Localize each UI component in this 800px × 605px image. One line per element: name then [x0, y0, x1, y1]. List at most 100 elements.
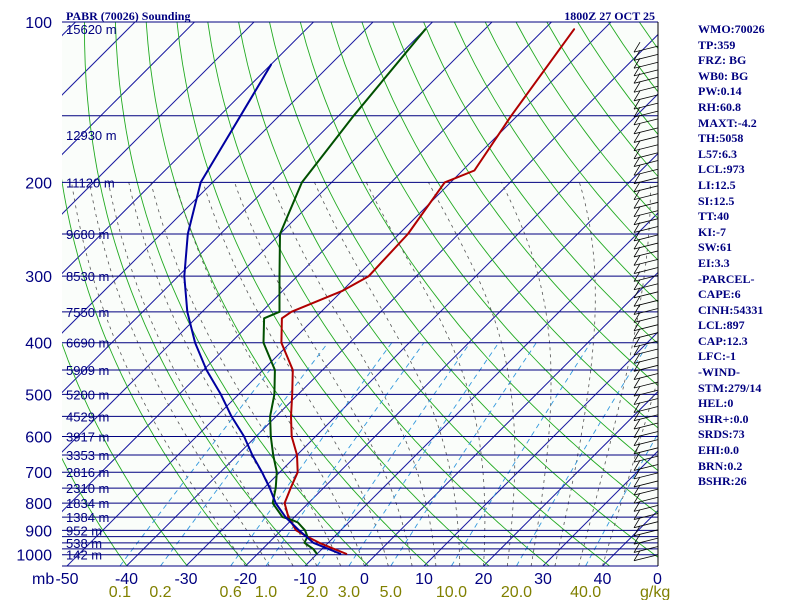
- index-line: EI:3.3: [698, 256, 798, 272]
- mixing-ratio-tick-label: 2.0: [306, 584, 328, 600]
- dewpoint-point: [263, 318, 264, 319]
- mixing-ratio-tick-label: 40.0: [570, 584, 601, 600]
- temperature-point: [333, 548, 334, 549]
- height-label: 2816 m: [66, 465, 109, 480]
- index-line: -WIND-: [698, 365, 798, 381]
- mixing-ratio-tick-label: 1.0: [255, 584, 277, 600]
- height-label: 15620 m: [66, 22, 117, 37]
- index-line: CAP:12.3: [698, 334, 798, 350]
- temperature-point: [284, 502, 285, 503]
- height-label: 6690 m: [66, 336, 109, 351]
- index-line: TT:40: [698, 209, 798, 225]
- chart-valid-time: 1800Z 27 OCT 25: [564, 9, 655, 23]
- wetbulb-point: [187, 311, 188, 312]
- wetbulb-point: [184, 276, 185, 277]
- temperature-tick-label: 20: [475, 571, 493, 588]
- temperature-tick-label: -50: [55, 571, 78, 588]
- index-line: FRZ: BG: [698, 53, 798, 69]
- height-label: 7550 m: [66, 305, 109, 320]
- index-line: BSHR:26: [698, 474, 798, 490]
- index-line: LI:12.5: [698, 178, 798, 194]
- index-line: TH:5058: [698, 131, 798, 147]
- temperature-point: [288, 517, 289, 518]
- index-line: STM:279/14: [698, 381, 798, 397]
- dewpoint-point: [304, 542, 305, 543]
- height-label: 5200 m: [66, 387, 109, 402]
- height-label: 8530 m: [66, 269, 109, 284]
- dewpoint-point: [274, 394, 275, 395]
- height-label: 3917 m: [66, 430, 109, 445]
- mixing-ratio-tick-label: 3.0: [338, 584, 360, 600]
- temperature-tick-label: 30: [534, 571, 552, 588]
- wetbulb-point: [298, 530, 299, 531]
- temperature-tick-label: 10: [415, 571, 433, 588]
- height-label: 9680 m: [66, 227, 109, 242]
- mixing-ratio-tick-label: 10.0: [436, 584, 467, 600]
- temperature-point: [291, 311, 292, 312]
- pressure-tick-label: 500: [25, 387, 52, 404]
- pressure-tick-label: 600: [25, 430, 52, 447]
- temperature-point: [407, 233, 408, 234]
- height-label: 3353 m: [66, 448, 109, 463]
- dewpoint-point: [425, 28, 426, 29]
- temperature-tick-label: 0: [360, 571, 369, 588]
- dewpoint-point: [279, 233, 280, 234]
- wetbulb-point: [252, 454, 253, 455]
- wetbulb-point: [261, 472, 262, 473]
- mixing-ratio-tick-label: 20.0: [501, 584, 532, 600]
- temperature-point: [346, 553, 347, 554]
- mixing-ratio-tick-label: 0.6: [220, 584, 242, 600]
- dewpoint-point: [272, 502, 273, 503]
- dewpoint-point: [270, 416, 271, 417]
- index-line: BRN:0.2: [698, 459, 798, 475]
- height-label: 12930 m: [66, 128, 117, 143]
- temperature-point: [290, 488, 291, 489]
- index-line: RH:60.8: [698, 100, 798, 116]
- height-label: 4529 m: [66, 409, 109, 424]
- wetbulb-point: [285, 517, 286, 518]
- height-label: 142 m: [66, 548, 102, 563]
- wetbulb-point: [187, 233, 188, 234]
- dewpoint-point: [291, 519, 292, 520]
- mixing-ratio-tick-label: 0.1: [109, 584, 131, 600]
- wetbulb-point: [313, 542, 314, 543]
- dewpoint-point: [313, 548, 314, 549]
- wetbulb-point: [271, 64, 272, 65]
- wetbulb-point: [269, 488, 270, 489]
- height-label: 2310 m: [66, 481, 109, 496]
- temperature-point: [291, 436, 292, 437]
- dewpoint-point: [279, 276, 280, 277]
- dewpoint-point: [270, 436, 271, 437]
- index-line: -PARCEL-: [698, 272, 798, 288]
- temperature-point: [368, 276, 369, 277]
- chart-title: PABR (70026) Sounding: [66, 9, 190, 23]
- pressure-tick-label: 300: [25, 269, 52, 286]
- temperature-point: [444, 182, 445, 183]
- temperature-point: [296, 454, 297, 455]
- wetbulb-point: [194, 342, 195, 343]
- dewpoint-point: [274, 369, 275, 370]
- wetbulb-point: [243, 436, 244, 437]
- pressure-tick-label: 100: [25, 15, 52, 32]
- wetbulb-point: [206, 369, 207, 370]
- dewpoint-point: [275, 488, 276, 489]
- index-line: KI:-7: [698, 225, 798, 241]
- dewpoint-point: [276, 472, 277, 473]
- index-line: SHR+:0.0: [698, 412, 798, 428]
- index-line: LFC:-1: [698, 349, 798, 365]
- index-line: WB0: BG: [698, 69, 798, 85]
- isotherm-line: [0, 22, 16, 566]
- wetbulb-point: [200, 182, 201, 183]
- dewpoint-point: [263, 342, 264, 343]
- pressure-tick-label: 700: [25, 465, 52, 482]
- wetbulb-point: [340, 553, 341, 554]
- index-line: CAPE:6: [698, 287, 798, 303]
- temperature-tick-label: -30: [174, 571, 197, 588]
- index-line: SRDS:73: [698, 427, 798, 443]
- temperature-point: [295, 530, 296, 531]
- height-label: 1834 m: [66, 496, 109, 511]
- dewpoint-point: [316, 553, 317, 554]
- dewpoint-point: [353, 115, 354, 116]
